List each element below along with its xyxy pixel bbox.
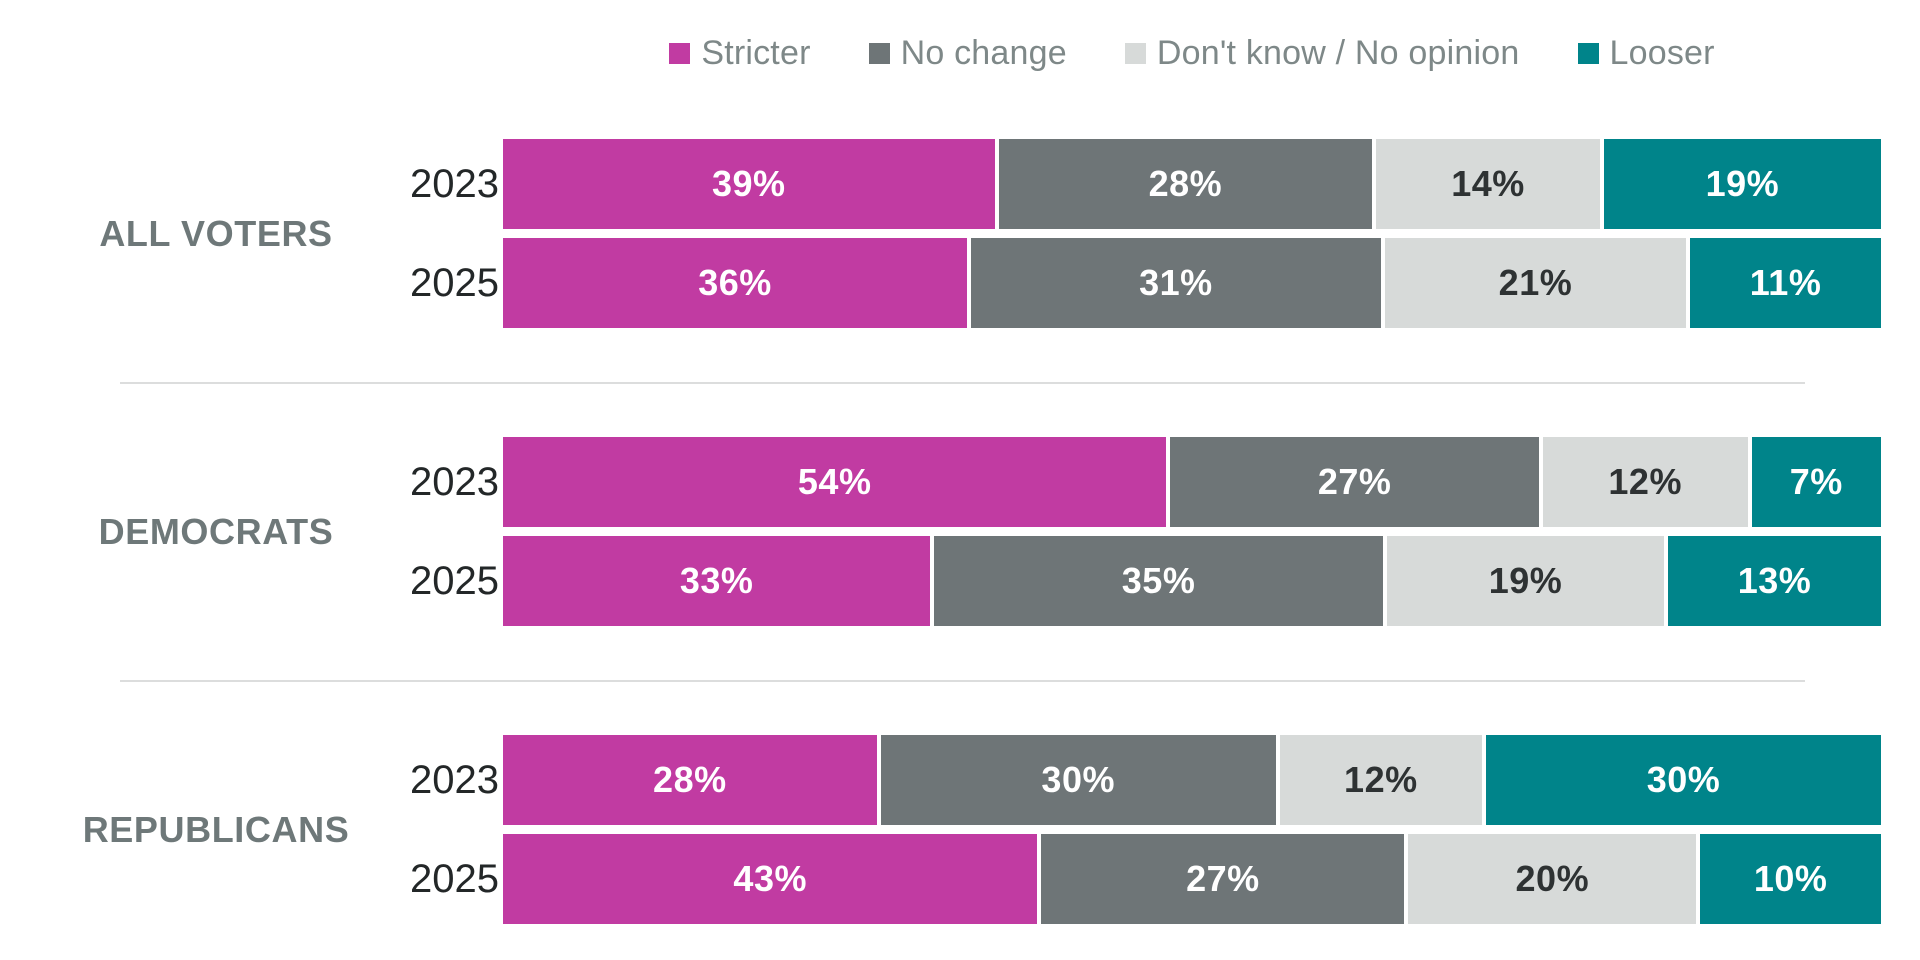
legend-label: Don't know / No opinion xyxy=(1156,34,1520,72)
legend-item-stricter: Stricter xyxy=(669,34,810,73)
legend-item-looser: Looser xyxy=(1577,34,1715,73)
stacked-bar-chart: ALL VOTERS 2023 39% 28% 14% 19% 2025 xyxy=(0,139,1920,924)
segment-value: 11% xyxy=(1749,262,1822,303)
stacked-bar: 33% 35% 19% 13% xyxy=(503,536,1881,626)
segment-value: 43% xyxy=(733,858,807,899)
segment-value: 12% xyxy=(1608,461,1682,502)
dont-know-swatch-icon xyxy=(1124,43,1146,64)
legend-label: No change xyxy=(900,34,1067,72)
segment-dont-know: 14% xyxy=(1376,139,1600,229)
stacked-bar: 36% 31% 21% 11% xyxy=(503,238,1881,328)
segment-value: 33% xyxy=(679,560,754,601)
year-label: 2025 xyxy=(410,856,499,901)
bar-row-republicans-2025: 2025 43% 27% 20% 10% xyxy=(410,834,1881,924)
year-label: 2023 xyxy=(410,757,499,802)
segment-no-change: 35% xyxy=(934,536,1383,626)
segment-value: 21% xyxy=(1498,262,1573,303)
segment-stricter: 43% xyxy=(503,834,1038,924)
group-divider xyxy=(120,680,1805,682)
segment-no-change: 30% xyxy=(880,735,1276,825)
segment-value: 36% xyxy=(698,262,772,303)
segment-no-change: 28% xyxy=(998,139,1373,229)
no-change-swatch-icon xyxy=(868,43,890,64)
segment-looser: 10% xyxy=(1700,834,1881,924)
chart-legend: Stricter No change Don't know / No opini… xyxy=(503,34,1881,73)
looser-swatch-icon xyxy=(1577,43,1599,64)
segment-looser: 19% xyxy=(1603,139,1881,229)
segment-value: 20% xyxy=(1515,858,1590,899)
group-label-republicans: REPUBLICANS xyxy=(82,808,350,850)
segment-dont-know: 20% xyxy=(1408,834,1697,924)
segment-value: 10% xyxy=(1753,858,1828,899)
segment-value: 14% xyxy=(1451,163,1525,204)
segment-looser: 7% xyxy=(1751,437,1881,527)
group-republicans: REPUBLICANS 2023 28% 30% 12% 30% 2025 xyxy=(0,735,1920,924)
segment-stricter: 39% xyxy=(503,139,995,229)
segment-dont-know: 12% xyxy=(1542,437,1748,527)
segment-looser: 30% xyxy=(1485,735,1882,825)
segment-stricter: 54% xyxy=(503,437,1167,527)
segment-stricter: 28% xyxy=(503,735,877,825)
bar-row-all-voters-2025: 2025 36% 31% 21% 11% xyxy=(410,238,1881,328)
segment-value: 19% xyxy=(1488,560,1563,601)
segment-value: 31% xyxy=(1139,262,1213,303)
segment-value: 30% xyxy=(1041,759,1115,800)
year-label: 2023 xyxy=(410,459,499,504)
group-democrats: DEMOCRATS 2023 54% 27% 12% 7% 2025 xyxy=(0,437,1920,626)
segment-value: 35% xyxy=(1121,560,1196,601)
bar-row-democrats-2023: 2023 54% 27% 12% 7% xyxy=(410,437,1881,527)
segment-looser: 13% xyxy=(1668,536,1881,626)
group-divider xyxy=(120,382,1805,384)
group-label-all-voters: ALL VOTERS xyxy=(99,212,333,254)
legend-item-no-change: No change xyxy=(868,34,1067,73)
segment-value: 27% xyxy=(1186,858,1260,899)
segment-value: 28% xyxy=(1148,163,1223,204)
segment-value: 12% xyxy=(1344,759,1418,800)
stacked-bar: 39% 28% 14% 19% xyxy=(503,139,1881,229)
segment-value: 13% xyxy=(1737,560,1812,601)
segment-no-change: 31% xyxy=(971,238,1381,328)
segment-stricter: 36% xyxy=(503,238,968,328)
stacked-bar: 54% 27% 12% 7% xyxy=(503,437,1881,527)
segment-stricter: 33% xyxy=(503,536,931,626)
segment-dont-know: 12% xyxy=(1279,735,1482,825)
segment-dont-know: 19% xyxy=(1386,536,1665,626)
stacked-bar: 28% 30% 12% 30% xyxy=(503,735,1882,825)
year-label: 2025 xyxy=(410,260,499,305)
bar-row-republicans-2023: 2023 28% 30% 12% 30% xyxy=(410,735,1882,825)
legend-label: Looser xyxy=(1609,34,1715,72)
segment-value: 39% xyxy=(711,163,786,204)
segment-value: 27% xyxy=(1317,461,1392,502)
stricter-swatch-icon xyxy=(669,43,691,64)
bar-row-all-voters-2023: 2023 39% 28% 14% 19% xyxy=(410,139,1881,229)
year-label: 2023 xyxy=(410,161,499,206)
segment-no-change: 27% xyxy=(1041,834,1405,924)
segment-value: 30% xyxy=(1646,759,1721,800)
segment-value: 7% xyxy=(1789,461,1843,502)
segment-value: 28% xyxy=(653,759,727,800)
segment-value: 54% xyxy=(797,461,872,502)
group-label-democrats: DEMOCRATS xyxy=(98,510,334,552)
year-label: 2025 xyxy=(410,558,499,603)
segment-dont-know: 21% xyxy=(1384,238,1687,328)
stacked-bar: 43% 27% 20% 10% xyxy=(503,834,1881,924)
group-all-voters: ALL VOTERS 2023 39% 28% 14% 19% 2025 xyxy=(0,139,1920,328)
legend-label: Stricter xyxy=(701,34,811,72)
segment-value: 19% xyxy=(1705,163,1780,204)
bar-row-democrats-2025: 2025 33% 35% 19% 13% xyxy=(410,536,1881,626)
segment-no-change: 27% xyxy=(1170,437,1539,527)
segment-looser: 11% xyxy=(1690,238,1881,328)
legend-item-dont-know: Don't know / No opinion xyxy=(1124,34,1520,73)
